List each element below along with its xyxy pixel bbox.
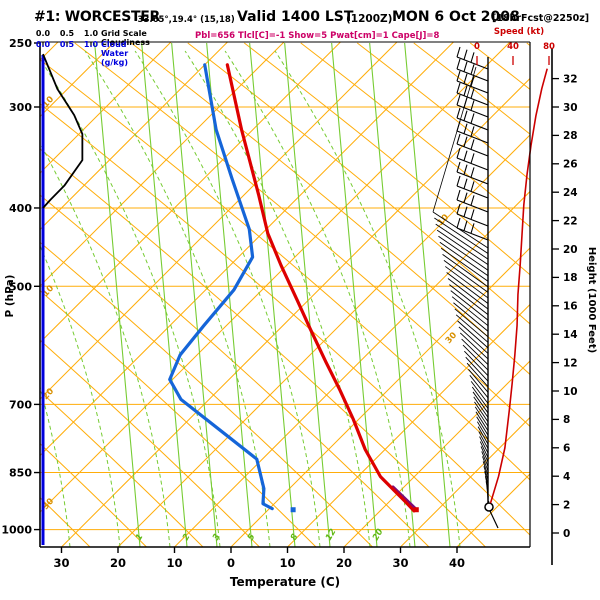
speed-tick-40: 40 bbox=[507, 42, 519, 52]
speed-axis-label: Speed (kt) bbox=[493, 27, 545, 37]
svg-text:P (hPa): P (hPa) bbox=[4, 275, 16, 318]
svg-text:18: 18 bbox=[563, 272, 578, 284]
svg-text:2: 2 bbox=[563, 499, 570, 511]
svg-text:Height (1000 Feet): Height (1000 Feet) bbox=[586, 247, 597, 353]
speed-tick-0: 0 bbox=[474, 42, 480, 52]
station-title: #1: WORCESTER bbox=[34, 9, 160, 25]
svg-text:300: 300 bbox=[9, 101, 32, 114]
wind-barb-column bbox=[432, 46, 499, 529]
cloud-water-zero-bar bbox=[41, 55, 45, 545]
cloud-water-tick-1: 1.0 bbox=[83, 40, 99, 49]
svg-text:26: 26 bbox=[563, 159, 578, 171]
cloud-water-tick-05: 0.5 bbox=[59, 40, 75, 49]
grid-scale-cloudiness-curve bbox=[42, 53, 84, 209]
svg-text:0: 0 bbox=[227, 556, 235, 570]
svg-text:8: 8 bbox=[563, 414, 570, 426]
svg-text:2: 2 bbox=[181, 532, 193, 542]
cloud-water-label: Cloud Water (g/kg) bbox=[101, 40, 129, 67]
sounding-parameters: Pbl=656 Tlcl[C]=-1 Show=5 Pwat[cm]=1 Cap… bbox=[195, 31, 440, 41]
svg-text:10: 10 bbox=[166, 556, 182, 570]
svg-text:5: 5 bbox=[246, 532, 258, 542]
wind-speed-curve bbox=[489, 68, 548, 504]
svg-text:20: 20 bbox=[563, 244, 578, 256]
svg-text:6: 6 bbox=[563, 443, 570, 455]
svg-text:12: 12 bbox=[563, 357, 578, 369]
virtual-temperature-curve bbox=[391, 485, 419, 512]
svg-text:32: 32 bbox=[563, 73, 578, 85]
svg-text:8: 8 bbox=[289, 532, 301, 542]
svg-text:4: 4 bbox=[563, 471, 570, 483]
svg-text:700: 700 bbox=[9, 398, 32, 411]
valid-date: MON 6 Oct 2008 bbox=[392, 9, 520, 25]
svg-text:22: 22 bbox=[563, 215, 578, 227]
background-grid bbox=[40, 42, 530, 547]
cloud-scale-tick-1: 1.0 bbox=[83, 29, 99, 38]
svg-text:20: 20 bbox=[110, 556, 126, 570]
svg-text:30: 30 bbox=[444, 330, 459, 346]
dewpoint-curve bbox=[168, 63, 274, 511]
cloud-scale-tick-05: 0.5 bbox=[59, 29, 75, 38]
valid-utc: (1200Z) bbox=[346, 13, 393, 25]
svg-text:500: 500 bbox=[9, 280, 32, 293]
svg-text:0: 0 bbox=[563, 528, 570, 540]
cloud-scale-tick-0: 0.0 bbox=[35, 29, 51, 38]
svg-text:400: 400 bbox=[9, 202, 32, 215]
cloud-profiles bbox=[41, 53, 84, 545]
svg-text:Temperature (C): Temperature (C) bbox=[230, 575, 340, 589]
svg-text:16: 16 bbox=[563, 301, 578, 313]
surface-dewpoint-marker bbox=[290, 507, 296, 513]
wind-speed-panel bbox=[476, 56, 550, 504]
svg-text:3: 3 bbox=[211, 532, 223, 542]
cloud-water-tick-0: 0.0 bbox=[35, 40, 51, 49]
surface-station-circle bbox=[484, 502, 494, 512]
svg-text:250: 250 bbox=[9, 37, 32, 50]
svg-text:1000: 1000 bbox=[1, 524, 32, 537]
svg-text:1: 1 bbox=[134, 532, 146, 542]
surface-temperature-marker bbox=[413, 507, 419, 513]
forecast-tag: [18hrFcst@2250z] bbox=[492, 13, 590, 24]
svg-text:28: 28 bbox=[563, 130, 578, 142]
moisture-lines bbox=[40, 42, 461, 547]
svg-text:10: 10 bbox=[563, 386, 578, 398]
svg-text:20: 20 bbox=[336, 556, 352, 570]
svg-text:30: 30 bbox=[392, 556, 408, 570]
temperature-curve bbox=[225, 63, 416, 513]
svg-text:30: 30 bbox=[563, 102, 578, 114]
svg-text:14: 14 bbox=[563, 329, 578, 341]
svg-text:10: 10 bbox=[279, 556, 295, 570]
valid-time: Valid 1400 LST bbox=[237, 9, 354, 25]
svg-text:850: 850 bbox=[9, 467, 32, 480]
sounding-curves bbox=[168, 63, 419, 513]
svg-text:30: 30 bbox=[53, 556, 69, 570]
svg-text:40: 40 bbox=[449, 556, 465, 570]
speed-tick-80: 80 bbox=[543, 42, 555, 52]
station-coords: -33.65°,19.4° (15,18) bbox=[134, 15, 235, 25]
svg-text:24: 24 bbox=[563, 187, 578, 199]
grid-scale-cloudiness-label: Grid Scale Cloudiness bbox=[101, 29, 150, 47]
